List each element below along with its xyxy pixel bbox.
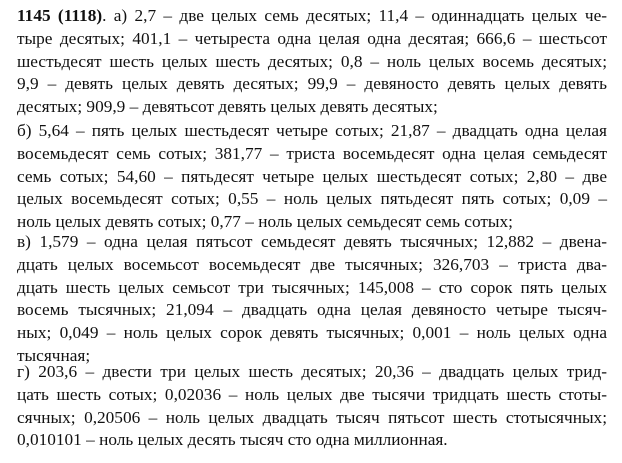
text-line: восемь тысячных; 21,094 – двадцать одна … xyxy=(17,300,607,320)
text-line: цать шесть сотых; 0,02036 – ноль целых д… xyxy=(17,384,607,404)
text-line: ноль целых девять сотых; 0,77 – ноль цел… xyxy=(17,212,513,232)
paragraph-b: б) 5,64 – пять целых шестьдесят четыре с… xyxy=(17,120,607,234)
text-line: тыре десятых; 401,1 – четыреста одна цел… xyxy=(17,28,607,48)
problem-number: 1145 (1118) xyxy=(17,6,103,25)
text-line: 0,010101 – ноль целых десять тысяч сто о… xyxy=(17,430,448,450)
text-line: г) 203,6 – двести три целых шесть десяты… xyxy=(17,362,607,381)
text-line: в) 1,579 – одна целая пятьсот семьдесят … xyxy=(17,232,607,251)
text-line: дцать целых восемьсот восемьдесят две ты… xyxy=(17,254,607,274)
text-line: б) 5,64 – пять целых шестьдесят четыре с… xyxy=(17,121,607,140)
text-line: 9,9 – девять целых девять десятых; 99,9 … xyxy=(17,74,607,94)
text-line-content: . а) 2,7 – две целых семь десятых; 11,4 … xyxy=(102,6,607,25)
paragraph-d: г) 203,6 – двести три целых шесть десяты… xyxy=(17,361,607,452)
text-line: десятых; 909,9 – девятьсот девять целых … xyxy=(17,97,438,117)
text-line: сячных; 0,20506 – ноль целых двадцать ты… xyxy=(17,407,607,427)
text-line: целых восемьдесят сотых; 0,55 – ноль цел… xyxy=(17,189,607,209)
text-line: шестьдесят шесть целых шесть десятых; 0,… xyxy=(17,51,607,71)
paragraph-c: в) 1,579 – одна целая пятьсот семьдесят … xyxy=(17,231,607,368)
text-line: восемьдесят семь сотых; 381,77 – триста … xyxy=(17,143,607,163)
text-line: дцать шесть целых семьсот три тысячных; … xyxy=(17,277,607,297)
text-line: семь сотых; 54,60 – пятьдесят четыре цел… xyxy=(17,166,607,186)
paragraph-a: 1145 (1118). а) 2,7 – две целых семь дес… xyxy=(17,5,607,119)
text-line: тысячная; xyxy=(17,345,91,365)
text-line: 1145 (1118). а) 2,7 – две целых семь дес… xyxy=(17,5,607,28)
text-line: ных; 0,049 – ноль целых сорок девять тыс… xyxy=(17,323,607,343)
